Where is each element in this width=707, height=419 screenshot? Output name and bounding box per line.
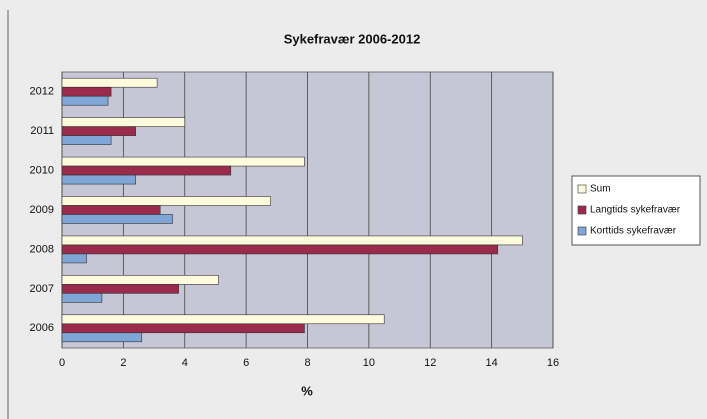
x-tick-label: 6 — [243, 357, 249, 369]
legend-box — [571, 175, 701, 246]
bar — [61, 244, 499, 255]
x-tick-label: 10 — [363, 357, 375, 369]
bar — [61, 196, 271, 206]
x-axis-label: % — [301, 383, 313, 398]
bar — [61, 284, 179, 294]
bar — [61, 77, 158, 88]
bar — [61, 135, 112, 145]
legend-swatch — [577, 226, 587, 236]
bar — [61, 275, 219, 285]
bar — [61, 156, 305, 167]
bar — [61, 214, 173, 224]
bar — [61, 253, 87, 264]
bar — [61, 86, 112, 97]
bar — [61, 235, 523, 246]
y-tick-label: 2011 — [30, 125, 54, 137]
chart-title: Sykefravær 2006-2012 — [284, 31, 421, 46]
y-tick-label: 2010 — [30, 164, 54, 176]
y-tick-label: 2008 — [30, 243, 54, 255]
bar — [61, 117, 186, 127]
x-tick-label: 2 — [120, 357, 126, 369]
legend-swatch — [577, 205, 587, 215]
legend-label: Sum — [590, 184, 611, 195]
x-tick-label: 14 — [486, 357, 498, 369]
y-tick-label: 2007 — [30, 283, 54, 295]
legend-swatch — [577, 184, 587, 194]
bar — [61, 126, 136, 136]
legend-label: Korttids sykefravær — [590, 226, 677, 237]
bar — [61, 314, 385, 325]
bar — [61, 332, 143, 343]
bar — [61, 205, 161, 215]
bar — [61, 174, 136, 185]
bar — [61, 165, 232, 176]
x-tick-label: 4 — [182, 357, 188, 369]
legend-label: Langtids sykefravær — [590, 205, 681, 216]
bar — [61, 95, 109, 106]
x-tick-label: 8 — [304, 357, 310, 369]
y-tick-label: 2012 — [30, 86, 54, 98]
y-tick-label: 2006 — [30, 322, 54, 334]
bar — [61, 323, 305, 334]
bar — [61, 293, 103, 303]
x-tick-label: 12 — [424, 357, 436, 369]
y-tick-label: 2009 — [30, 204, 54, 216]
x-tick-label: 16 — [547, 357, 559, 369]
x-tick-label: 0 — [59, 357, 65, 369]
